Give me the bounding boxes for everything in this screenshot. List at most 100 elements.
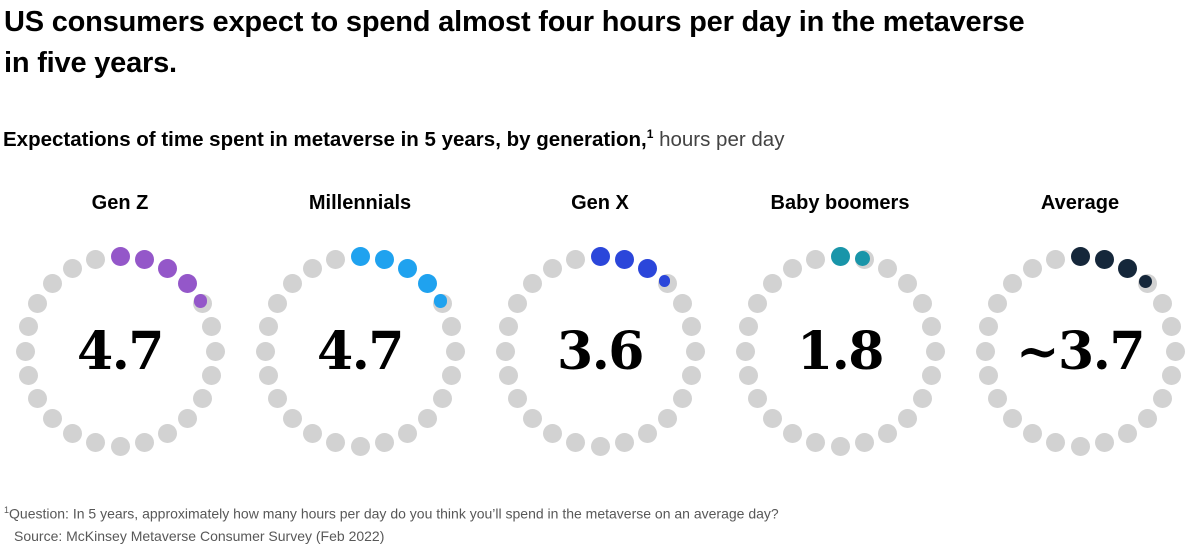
dot-inactive bbox=[258, 366, 278, 386]
dot-inactive bbox=[85, 249, 105, 269]
dot-inactive bbox=[988, 389, 1008, 408]
dot-ring: 4.7 bbox=[10, 241, 230, 461]
dot-partial bbox=[658, 275, 671, 287]
dot-inactive bbox=[748, 294, 768, 313]
page-title: US consumers expect to spend almost four… bbox=[4, 2, 1025, 84]
dot-inactive bbox=[988, 294, 1008, 313]
dot-active bbox=[158, 259, 177, 279]
dot-inactive bbox=[523, 274, 543, 294]
chart-group-label: Gen Z bbox=[91, 192, 149, 214]
chart-group-label: Average bbox=[1040, 192, 1120, 214]
chart-group-baby-boomers: Baby boomers 1.8 bbox=[720, 190, 960, 461]
dot-inactive bbox=[498, 366, 518, 386]
dot-inactive bbox=[975, 341, 995, 361]
dot-inactive bbox=[685, 341, 705, 361]
dot-inactive bbox=[158, 423, 177, 443]
dot-inactive bbox=[508, 389, 528, 408]
dot-inactive bbox=[897, 274, 917, 294]
dot-inactive bbox=[303, 259, 322, 279]
dot-inactive bbox=[878, 423, 897, 443]
dot-inactive bbox=[590, 436, 610, 456]
dot-inactive bbox=[763, 408, 783, 428]
dot-active bbox=[1070, 246, 1090, 266]
dot-inactive bbox=[398, 423, 417, 443]
dot-inactive bbox=[1137, 408, 1157, 428]
chart-value: 1.8 bbox=[797, 320, 884, 382]
dot-inactive bbox=[135, 433, 155, 453]
chart-group-millennials: Millennials 4.7 bbox=[240, 190, 480, 461]
dot-inactive bbox=[672, 389, 692, 408]
dot-inactive bbox=[85, 433, 105, 453]
dot-inactive bbox=[18, 366, 38, 386]
dot-inactive bbox=[445, 341, 465, 361]
dot-inactive bbox=[283, 408, 303, 428]
dot-ring: 1.8 bbox=[730, 241, 950, 461]
dot-inactive bbox=[442, 366, 462, 386]
dot-inactive bbox=[543, 423, 562, 443]
dot-inactive bbox=[1045, 433, 1065, 453]
dot-inactive bbox=[978, 316, 998, 336]
chart-value: ~3.7 bbox=[1015, 320, 1146, 382]
dot-inactive bbox=[922, 316, 942, 336]
dot-inactive bbox=[18, 316, 38, 336]
dot-inactive bbox=[177, 408, 197, 428]
dot-inactive bbox=[43, 274, 63, 294]
dot-inactive bbox=[325, 249, 345, 269]
dot-inactive bbox=[255, 341, 275, 361]
dot-active bbox=[1095, 249, 1115, 269]
dot-inactive bbox=[738, 316, 758, 336]
dot-inactive bbox=[922, 366, 942, 386]
dot-inactive bbox=[1152, 294, 1172, 313]
dot-inactive bbox=[615, 433, 635, 453]
dot-inactive bbox=[1162, 366, 1182, 386]
chart-subtitle-units: hours per day bbox=[653, 127, 785, 151]
chart-group-gen-x: Gen X 3.6 bbox=[480, 190, 720, 461]
chart-value: 4.7 bbox=[317, 320, 404, 382]
dot-inactive bbox=[508, 294, 528, 313]
dot-active bbox=[110, 246, 130, 266]
dot-inactive bbox=[672, 294, 692, 313]
dot-active bbox=[398, 259, 417, 279]
page-title-line2: in five years. bbox=[4, 47, 177, 79]
dot-inactive bbox=[763, 274, 783, 294]
footnote-source: Source: McKinsey Metaverse Consumer Surv… bbox=[14, 527, 385, 544]
page-title-line1: US consumers expect to spend almost four… bbox=[4, 6, 1025, 38]
dot-inactive bbox=[417, 408, 437, 428]
dot-active bbox=[1118, 259, 1137, 279]
dot-inactive bbox=[855, 433, 875, 453]
dot-inactive bbox=[1165, 341, 1185, 361]
dot-active bbox=[417, 274, 437, 294]
dot-inactive bbox=[682, 316, 702, 336]
footnote-marker: 1 bbox=[646, 127, 654, 141]
dot-inactive bbox=[1003, 274, 1023, 294]
dot-active bbox=[590, 246, 610, 266]
chart-subtitle: Expectations of time spent in metaverse … bbox=[3, 127, 784, 152]
dot-inactive bbox=[303, 423, 322, 443]
dot-inactive bbox=[657, 408, 677, 428]
dot-active bbox=[135, 249, 155, 269]
dot-partial bbox=[855, 251, 871, 267]
dot-inactive bbox=[1003, 408, 1023, 428]
dot-inactive bbox=[1023, 423, 1042, 443]
dot-inactive bbox=[1070, 436, 1090, 456]
dot-partial bbox=[194, 294, 208, 308]
dot-inactive bbox=[912, 389, 932, 408]
footnote-question-marker: 1 bbox=[4, 505, 10, 515]
dot-inactive bbox=[748, 389, 768, 408]
dot-inactive bbox=[268, 389, 288, 408]
dot-inactive bbox=[63, 259, 82, 279]
dot-inactive bbox=[205, 341, 225, 361]
dot-ring: ~3.7 bbox=[970, 241, 1190, 461]
dot-ring: 3.6 bbox=[490, 241, 710, 461]
dot-inactive bbox=[283, 274, 303, 294]
dot-partial bbox=[434, 294, 448, 308]
dot-active bbox=[615, 249, 635, 269]
dot-inactive bbox=[498, 316, 518, 336]
dot-inactive bbox=[192, 389, 212, 408]
dot-ring: 4.7 bbox=[250, 241, 470, 461]
dot-active bbox=[830, 246, 850, 266]
dot-inactive bbox=[43, 408, 63, 428]
dot-inactive bbox=[638, 423, 657, 443]
dot-inactive bbox=[1118, 423, 1137, 443]
